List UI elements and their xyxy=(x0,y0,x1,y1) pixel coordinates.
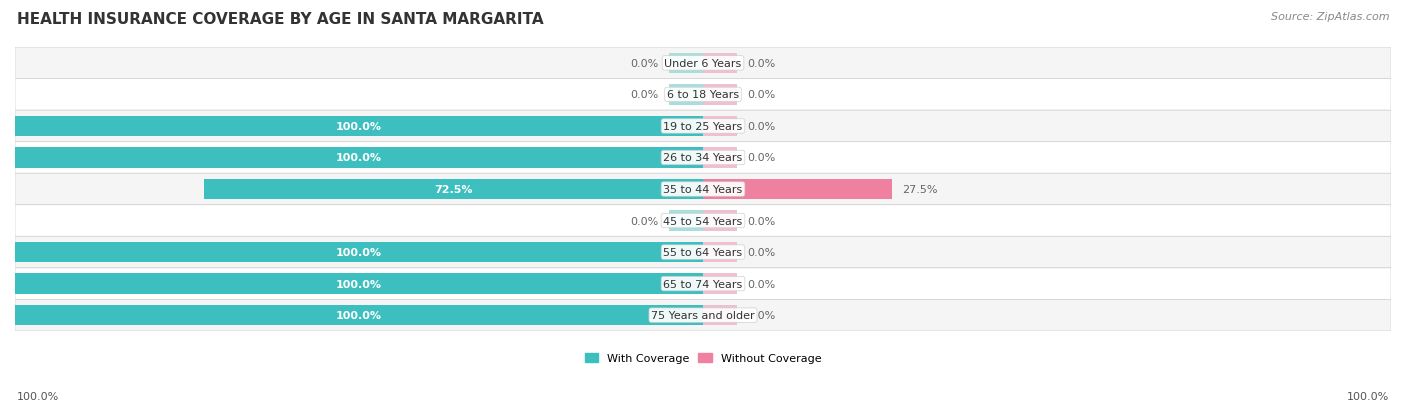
Text: 6 to 18 Years: 6 to 18 Years xyxy=(666,90,740,100)
Text: 0.0%: 0.0% xyxy=(630,90,658,100)
Text: 55 to 64 Years: 55 to 64 Years xyxy=(664,247,742,257)
FancyBboxPatch shape xyxy=(15,237,1391,268)
Text: 0.0%: 0.0% xyxy=(748,279,776,289)
Bar xyxy=(703,211,737,231)
Text: 0.0%: 0.0% xyxy=(748,59,776,69)
Text: 0.0%: 0.0% xyxy=(630,216,658,226)
Text: 45 to 54 Years: 45 to 54 Years xyxy=(664,216,742,226)
Bar xyxy=(15,148,703,169)
Text: 100.0%: 100.0% xyxy=(336,311,382,320)
Text: Under 6 Years: Under 6 Years xyxy=(665,59,741,69)
Text: 0.0%: 0.0% xyxy=(748,247,776,257)
Text: 0.0%: 0.0% xyxy=(748,153,776,163)
Text: 100.0%: 100.0% xyxy=(336,122,382,132)
Text: 100.0%: 100.0% xyxy=(336,247,382,257)
Legend: With Coverage, Without Coverage: With Coverage, Without Coverage xyxy=(581,349,825,368)
Text: 65 to 74 Years: 65 to 74 Years xyxy=(664,279,742,289)
Text: 72.5%: 72.5% xyxy=(434,185,472,195)
FancyBboxPatch shape xyxy=(15,142,1391,174)
Bar xyxy=(15,116,703,137)
Text: 100.0%: 100.0% xyxy=(336,279,382,289)
Text: 75 Years and older: 75 Years and older xyxy=(651,311,755,320)
Bar xyxy=(703,242,737,263)
Text: 100.0%: 100.0% xyxy=(336,153,382,163)
Text: 27.5%: 27.5% xyxy=(903,185,938,195)
Text: 0.0%: 0.0% xyxy=(630,59,658,69)
Bar xyxy=(669,54,703,74)
Bar xyxy=(669,211,703,231)
Bar xyxy=(703,54,737,74)
FancyBboxPatch shape xyxy=(15,111,1391,142)
FancyBboxPatch shape xyxy=(15,205,1391,237)
FancyBboxPatch shape xyxy=(15,79,1391,111)
Bar xyxy=(703,305,737,325)
Text: 19 to 25 Years: 19 to 25 Years xyxy=(664,122,742,132)
Text: 35 to 44 Years: 35 to 44 Years xyxy=(664,185,742,195)
Bar xyxy=(15,242,703,263)
FancyBboxPatch shape xyxy=(15,268,1391,300)
Bar xyxy=(703,148,737,169)
Bar xyxy=(669,85,703,105)
Bar xyxy=(204,179,703,200)
Bar xyxy=(15,305,703,325)
FancyBboxPatch shape xyxy=(15,48,1391,79)
Bar xyxy=(703,179,893,200)
FancyBboxPatch shape xyxy=(15,300,1391,331)
Text: 26 to 34 Years: 26 to 34 Years xyxy=(664,153,742,163)
Text: 100.0%: 100.0% xyxy=(1347,391,1389,401)
Text: 0.0%: 0.0% xyxy=(748,122,776,132)
Bar xyxy=(703,116,737,137)
Bar xyxy=(703,85,737,105)
Text: 0.0%: 0.0% xyxy=(748,311,776,320)
Text: Source: ZipAtlas.com: Source: ZipAtlas.com xyxy=(1271,12,1389,22)
Text: 0.0%: 0.0% xyxy=(748,90,776,100)
Text: HEALTH INSURANCE COVERAGE BY AGE IN SANTA MARGARITA: HEALTH INSURANCE COVERAGE BY AGE IN SANT… xyxy=(17,12,544,27)
Text: 100.0%: 100.0% xyxy=(17,391,59,401)
Bar xyxy=(15,274,703,294)
FancyBboxPatch shape xyxy=(15,174,1391,205)
Text: 0.0%: 0.0% xyxy=(748,216,776,226)
Bar xyxy=(703,274,737,294)
